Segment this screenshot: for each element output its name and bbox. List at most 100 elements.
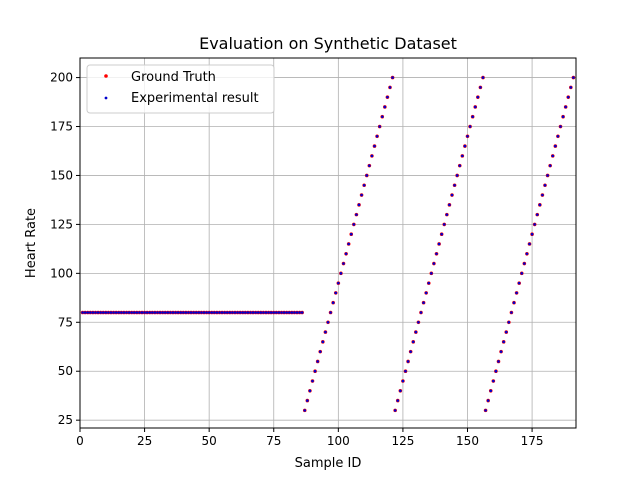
experimental-result-point <box>362 183 366 187</box>
y-tick-label: 75 <box>58 315 73 329</box>
experimental-result-point <box>445 213 449 216</box>
experimental-result-point <box>158 311 162 314</box>
experimental-result-point <box>378 125 381 128</box>
experimental-result-point <box>318 350 322 353</box>
experimental-result-point <box>321 340 325 344</box>
x-tick-label: 25 <box>137 434 152 448</box>
experimental-result-point <box>450 193 454 197</box>
experimental-result-point <box>143 311 146 314</box>
experimental-result-point <box>94 311 97 314</box>
chart-title: Evaluation on Synthetic Dataset <box>199 34 457 53</box>
legend-marker-ground-truth <box>104 74 108 78</box>
experimental-result-point <box>515 291 518 295</box>
experimental-result-point <box>406 360 410 363</box>
experimental-result-point <box>396 399 400 402</box>
experimental-result-point <box>259 311 263 314</box>
experimental-result-point <box>481 76 485 79</box>
experimental-result-point <box>244 311 247 314</box>
experimental-result-point <box>246 311 250 314</box>
experimental-result-point <box>179 311 183 314</box>
experimental-result-point <box>300 311 304 314</box>
y-tick-label: 150 <box>50 168 73 182</box>
x-axis-label: Sample ID <box>295 456 362 471</box>
experimental-result-point <box>120 311 123 314</box>
experimental-result-point <box>313 369 317 373</box>
experimental-result-point <box>479 86 482 89</box>
experimental-result-point <box>393 409 397 412</box>
experimental-result-point <box>360 193 363 197</box>
x-tick-label: 125 <box>391 434 414 448</box>
experimental-result-point <box>117 311 121 314</box>
experimental-result-point <box>538 203 542 207</box>
experimental-result-point <box>365 174 369 177</box>
experimental-result-point <box>461 154 464 158</box>
experimental-result-point <box>546 174 549 177</box>
experimental-result-point <box>569 86 573 89</box>
experimental-result-point <box>140 311 144 314</box>
experimental-result-point <box>254 311 257 314</box>
experimental-result-point <box>200 311 203 314</box>
experimental-result-point <box>277 311 281 314</box>
experimental-result-point <box>391 76 394 79</box>
experimental-result-point <box>86 311 90 314</box>
experimental-result-point <box>280 311 283 314</box>
experimental-result-point <box>368 164 371 167</box>
experimental-result-point <box>551 154 555 158</box>
experimental-result-point <box>81 311 84 314</box>
experimental-result-point <box>213 311 216 314</box>
x-tick-label: 175 <box>521 434 544 448</box>
experimental-result-point <box>453 183 456 187</box>
experimental-result-point <box>262 311 265 314</box>
experimental-result-point <box>417 320 420 324</box>
experimental-result-point <box>148 311 152 314</box>
experimental-result-point <box>101 311 105 314</box>
experimental-result-point <box>414 330 418 334</box>
y-tick-label: 100 <box>50 266 73 280</box>
experimental-result-point <box>135 311 139 314</box>
experimental-result-point <box>275 311 278 314</box>
y-axis-ticks: 25 50 75 100 125 150 175 200 <box>50 71 80 427</box>
experimental-result-point <box>238 311 242 314</box>
experimental-result-point <box>223 311 226 314</box>
experimental-result-point <box>316 360 319 363</box>
experimental-result-point <box>486 399 490 402</box>
experimental-result-point <box>347 242 350 246</box>
experimental-result-point <box>231 311 234 314</box>
experimental-result-point <box>401 379 405 383</box>
legend-box <box>86 64 275 114</box>
x-tick-label: 0 <box>76 434 84 448</box>
experimental-result-point <box>145 311 149 314</box>
experimental-result-point <box>489 389 493 393</box>
experimental-result-point <box>215 311 219 314</box>
experimental-result-point <box>233 311 237 314</box>
experimental-result-point <box>127 311 131 314</box>
experimental-result-point <box>220 311 224 314</box>
experimental-result-point <box>466 135 469 138</box>
experimental-result-point <box>269 311 273 314</box>
experimental-result-point <box>83 311 87 314</box>
experimental-result-point <box>197 311 201 314</box>
experimental-result-point <box>264 311 268 314</box>
y-tick-label: 125 <box>50 217 73 231</box>
experimental-result-point <box>455 174 459 177</box>
experimental-result-point <box>169 311 172 314</box>
experimental-result-point <box>151 311 154 314</box>
experimental-result-point <box>251 311 255 314</box>
experimental-result-point <box>458 164 462 167</box>
experimental-result-point <box>497 360 500 363</box>
experimental-result-point <box>370 154 374 158</box>
experimental-result-point <box>153 311 157 314</box>
y-axis-label: Heart Rate <box>24 208 39 278</box>
experimental-result-point <box>282 311 286 314</box>
experimental-result-point <box>104 311 108 314</box>
experimental-result-point <box>184 311 188 314</box>
experimental-result-point <box>561 115 565 119</box>
experimental-result-point <box>543 183 547 187</box>
experimental-result-point <box>125 311 128 314</box>
experimental-result-point <box>202 311 206 314</box>
experimental-result-point <box>559 125 562 128</box>
experimental-result-point <box>427 281 431 285</box>
experimental-result-point <box>530 232 534 236</box>
experimental-result-point <box>337 281 340 285</box>
experimental-result-point <box>99 311 102 314</box>
